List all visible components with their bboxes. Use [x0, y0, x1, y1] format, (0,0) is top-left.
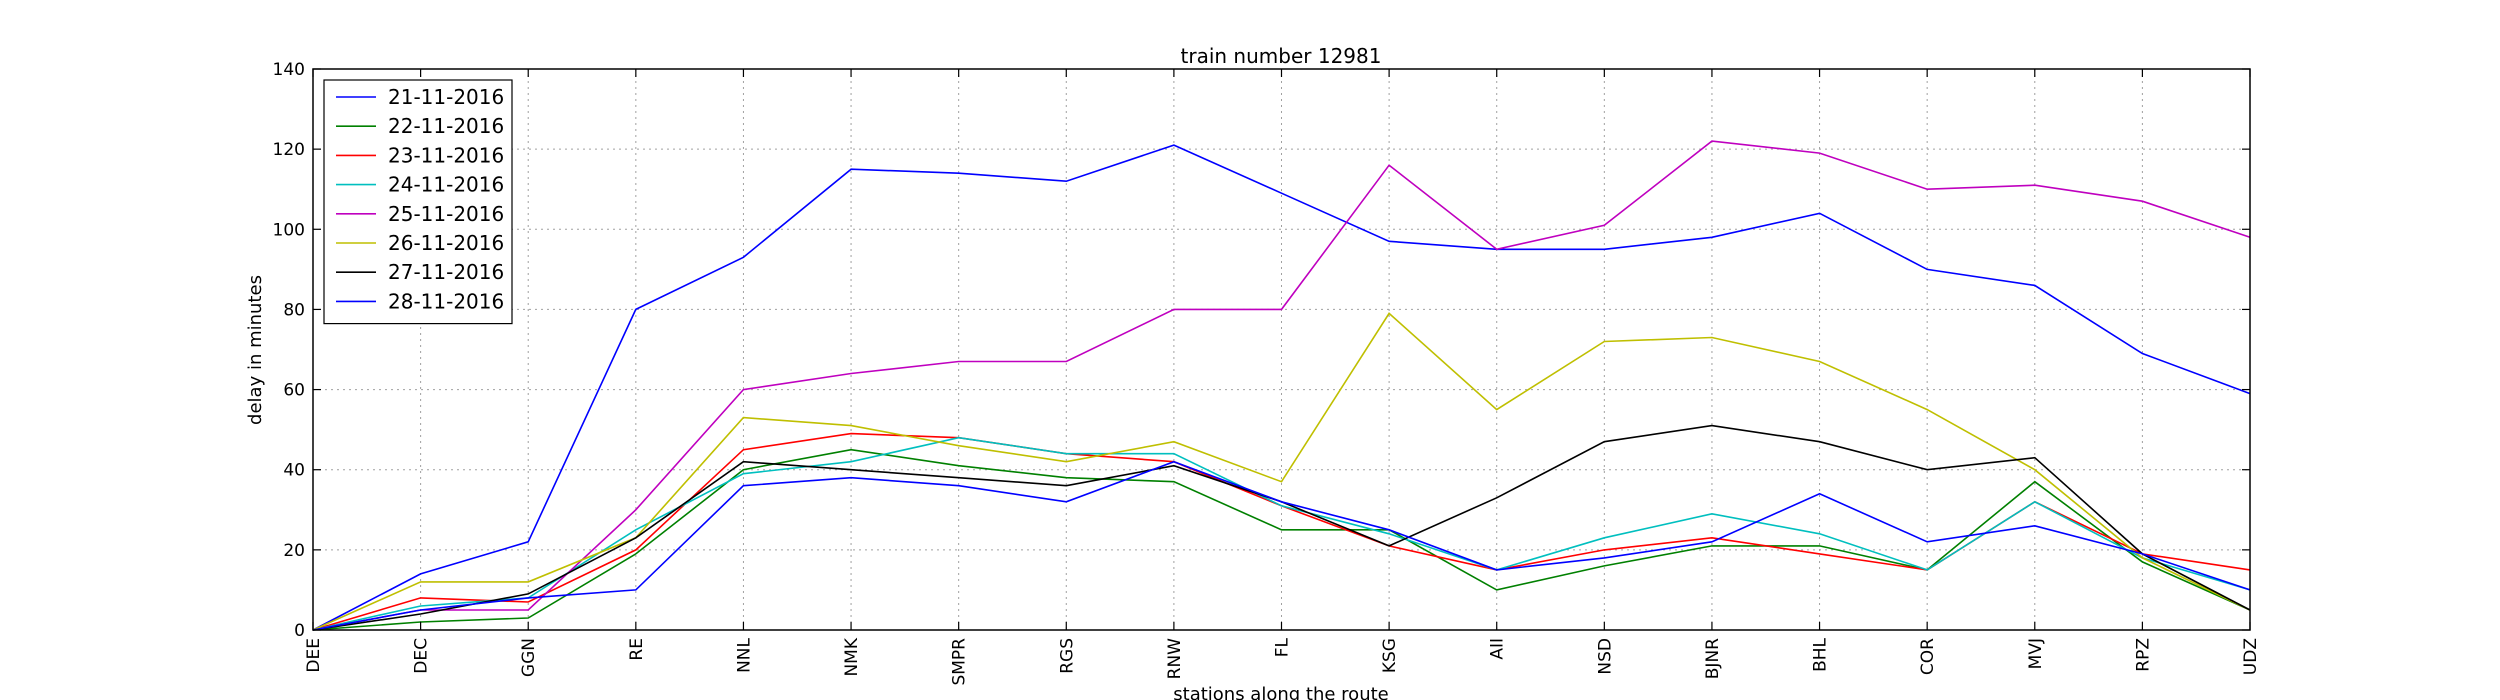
y-tick-label: 80: [283, 300, 305, 320]
y-tick-label: 100: [273, 220, 305, 240]
x-axis-label: stations along the route: [1173, 684, 1388, 700]
x-tick-label: FL: [1273, 637, 1293, 657]
x-tick-label: GGN: [519, 638, 539, 677]
legend-label: 22-11-2016: [388, 114, 504, 138]
x-tick-label: DEC: [412, 638, 432, 674]
x-tick-label: NSD: [1595, 638, 1615, 675]
legend-label: 25-11-2016: [388, 202, 504, 226]
x-tick-label: RNW: [1165, 638, 1185, 680]
grid: [313, 69, 2250, 630]
x-tick-label: AII: [1488, 638, 1508, 660]
x-axis-ticks: DEE DEC GGN RE NNL NMK SMPR RGS RNW FL KSG AII NSD BJ…: [304, 69, 2261, 686]
x-tick-label: KSG: [1380, 638, 1400, 673]
x-tick-label: BJNR: [1703, 638, 1723, 679]
y-tick-label: 40: [283, 461, 305, 481]
legend-box: [323, 79, 513, 325]
x-tick-label: MVJ: [2026, 638, 2046, 669]
x-tick-label: RE: [627, 638, 647, 661]
x-tick-label: RGS: [1057, 638, 1077, 674]
legend-label: 23-11-2016: [388, 143, 504, 167]
x-tick-label: UDZ: [2241, 638, 2261, 675]
legend-label: 27-11-2016: [388, 260, 504, 284]
y-tick-label: 20: [283, 541, 305, 561]
chart-title: train number 12981: [1181, 44, 1382, 68]
legend: 21-11-2016 22-11-2016 23-11-2016 24-11-2016…: [323, 79, 513, 325]
x-tick-label: COR: [1918, 638, 1938, 675]
series-group: [312, 140, 2251, 631]
legend-label: 28-11-2016: [388, 289, 504, 313]
legend-label: 21-11-2016: [388, 85, 504, 109]
legend-label: 26-11-2016: [388, 231, 504, 255]
y-tick-label: 60: [283, 381, 305, 401]
y-axis-ticks: 0 20 40 60 80 100 120 140: [273, 60, 2250, 641]
series-line-25-11-2016: [312, 140, 2251, 631]
y-tick-label: 140: [273, 60, 305, 80]
x-tick-label: NNL: [734, 637, 754, 672]
x-tick-label: BHL: [1811, 637, 1831, 671]
x-tick-label: NMK: [842, 637, 862, 676]
series-line-24-11-2016: [312, 436, 2251, 631]
legend-label: 24-11-2016: [388, 173, 504, 197]
series-line-21-11-2016: [312, 144, 2251, 631]
y-tick-label: 0: [294, 621, 305, 641]
series-line-28-11-2016: [312, 460, 2251, 631]
x-tick-label: SMPR: [950, 638, 970, 686]
y-tick-label: 120: [273, 140, 305, 160]
series-line-27-11-2016: [312, 424, 2251, 631]
x-tick-label: DEE: [304, 638, 324, 673]
x-tick-label: RPZ: [2133, 638, 2153, 672]
y-axis-label: delay in minutes: [245, 275, 266, 425]
